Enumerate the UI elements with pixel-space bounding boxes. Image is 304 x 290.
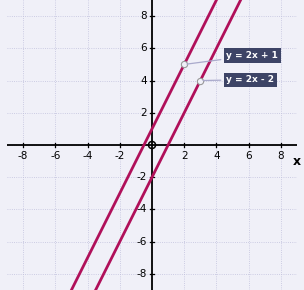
Text: 6: 6 — [245, 151, 252, 162]
Text: x: x — [293, 155, 301, 168]
Text: -4: -4 — [137, 204, 147, 214]
Text: -8: -8 — [137, 269, 147, 279]
Text: -2: -2 — [115, 151, 125, 162]
Text: -6: -6 — [50, 151, 60, 162]
Text: 6: 6 — [140, 43, 147, 53]
Text: 4: 4 — [213, 151, 220, 162]
Text: -2: -2 — [137, 172, 147, 182]
Text: 2: 2 — [181, 151, 188, 162]
Text: -8: -8 — [18, 151, 28, 162]
Text: 8: 8 — [140, 11, 147, 21]
Text: -4: -4 — [82, 151, 93, 162]
Text: 2: 2 — [140, 108, 147, 118]
Text: -6: -6 — [137, 237, 147, 247]
Text: 8: 8 — [278, 151, 284, 162]
Text: 4: 4 — [140, 76, 147, 86]
Text: y = 2x + 1: y = 2x + 1 — [187, 51, 278, 64]
Text: y = 2x - 2: y = 2x - 2 — [203, 75, 274, 84]
